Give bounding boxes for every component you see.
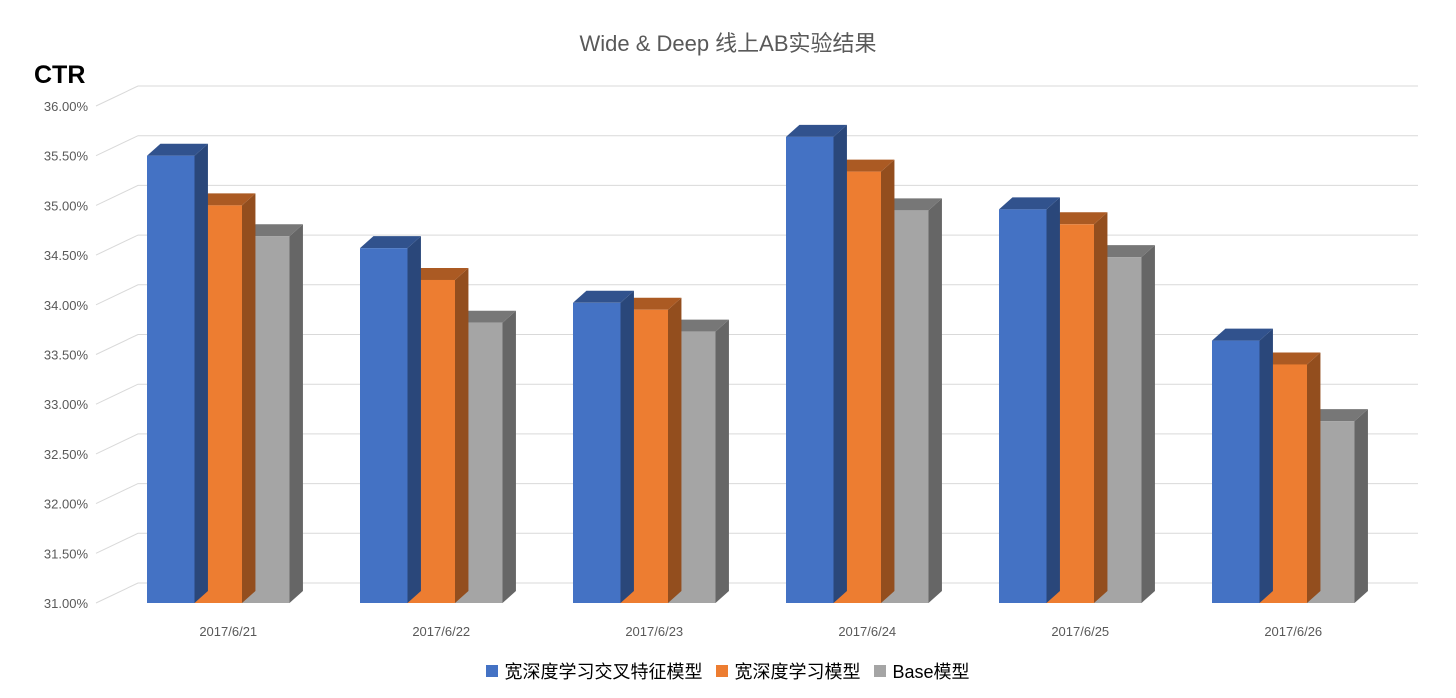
y-tick-label: 31.50% xyxy=(44,546,89,561)
legend-swatch-series-3 xyxy=(874,665,887,677)
y-tick-label: 35.50% xyxy=(44,149,89,164)
x-tick-label: 2017/6/22 xyxy=(412,624,470,639)
legend-label-series-1: 宽深度学习交叉特征模型 xyxy=(504,662,703,682)
gridline xyxy=(95,483,1418,505)
legend-swatch-series-1 xyxy=(486,665,499,677)
y-tick-label: 34.50% xyxy=(44,248,89,263)
gridline xyxy=(95,383,1418,405)
y-axis-label: CTR xyxy=(34,61,86,89)
y-tick-label: 33.00% xyxy=(44,397,89,412)
gridline xyxy=(95,334,1418,355)
bar-series-1-2017/6/24 xyxy=(786,124,847,604)
x-tick-label: 2017/6/24 xyxy=(838,624,896,639)
legend-item-series-1: 宽深度学习交叉特征模型 xyxy=(486,658,702,684)
bar-series-1-2017/6/21 xyxy=(147,143,208,603)
y-tick-label: 32.00% xyxy=(44,497,89,512)
bar-series-1-2017/6/23 xyxy=(573,290,634,603)
gridline xyxy=(95,184,1418,206)
bar-series-1-2017/6/26 xyxy=(1212,328,1273,603)
legend-label-series-2: 宽深度学习模型 xyxy=(734,662,861,682)
gridline xyxy=(95,234,1418,256)
legend-item-series-2: 宽深度学习模型 xyxy=(716,658,860,684)
legend-swatch-series-2 xyxy=(716,665,729,677)
y-tick-labels: 31.00% 31.50% 32.00% 32.50% 33.00% 33.50% 34.0… xyxy=(44,99,89,611)
x-tick-labels: 2017/6/21 2017/6/22 2017/6/23 2017/6/24 2017… xyxy=(199,624,1322,639)
x-tick-label: 2017/6/21 xyxy=(199,624,257,639)
gridline xyxy=(95,135,1418,157)
y-tick-label: 34.00% xyxy=(44,298,89,313)
legend-label-series-3: Base模型 xyxy=(892,662,970,682)
bars xyxy=(147,124,1368,604)
y-tick-label: 32.50% xyxy=(44,447,89,462)
gridline xyxy=(95,532,1418,554)
legend-item-series-3: Base模型 xyxy=(874,658,970,684)
y-tick-label: 35.00% xyxy=(44,198,89,213)
x-tick-label: 2017/6/26 xyxy=(1264,624,1322,639)
bar-series-1-2017/6/22 xyxy=(360,236,421,603)
y-tick-label: 31.00% xyxy=(44,596,89,611)
x-tick-label: 2017/6/23 xyxy=(625,624,683,639)
gridline xyxy=(95,284,1418,306)
x-tick-label: 2017/6/25 xyxy=(1051,624,1109,639)
gridline xyxy=(95,433,1418,455)
gridline xyxy=(95,85,1418,107)
y-tick-label: 33.50% xyxy=(44,348,89,363)
legend: 宽深度学习交叉特征模型 宽深度学习模型 Base模型 xyxy=(0,658,1456,684)
bar-series-1-2017/6/25 xyxy=(999,197,1060,603)
y-tick-label: 36.00% xyxy=(44,99,89,114)
gridline xyxy=(95,582,1418,604)
chart-title: Wide & Deep 线上AB实验结果 xyxy=(579,31,877,56)
gridlines xyxy=(95,85,1418,604)
